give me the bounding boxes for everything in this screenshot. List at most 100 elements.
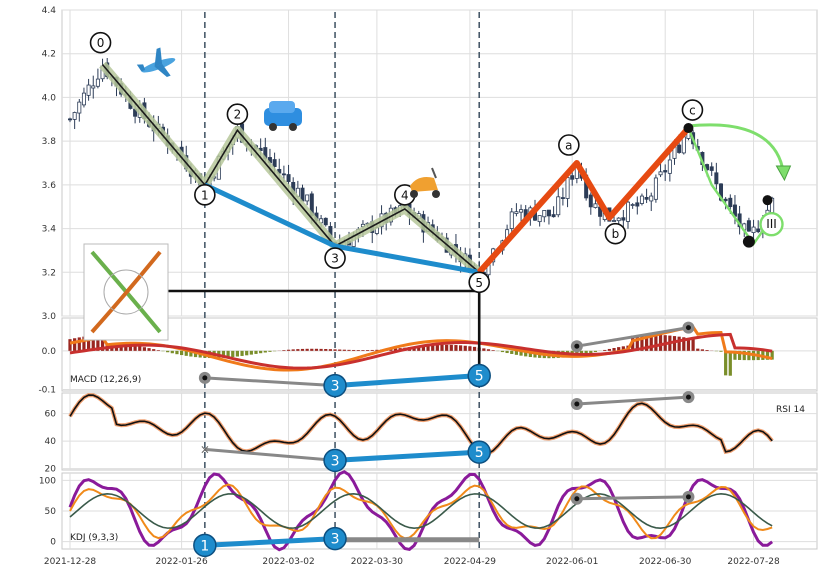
divergence-dot-core	[202, 375, 208, 381]
macd-histogram-bar	[514, 350, 518, 355]
car-roof	[269, 101, 295, 113]
kdj-tick-label: 100	[39, 476, 56, 486]
future-arrow-curve	[688, 123, 785, 174]
wave-label-circle	[226, 103, 249, 126]
wave-label-text: 5	[475, 276, 483, 290]
macd-histogram-bar	[96, 334, 100, 351]
scooter-wheel	[410, 190, 418, 198]
candle-body	[649, 195, 654, 202]
x-tick-label: 2022-06-30	[639, 557, 692, 567]
macd-histogram-bar	[166, 350, 170, 353]
macd-histogram-bar	[747, 350, 751, 361]
macd-div-3-label: 3	[331, 379, 340, 395]
macd-histogram-bar	[607, 348, 611, 351]
macd-histogram-bar	[152, 349, 156, 351]
macd-histogram-bar	[603, 349, 607, 351]
candle-body	[556, 196, 561, 216]
candle-body	[560, 197, 565, 199]
candle-body	[551, 214, 556, 218]
pivot-dot	[742, 235, 755, 248]
candle-body	[565, 177, 570, 199]
macd-histogram-bar	[138, 346, 142, 351]
x-tick-label: 2022-03-30	[351, 557, 404, 567]
macd-histogram-bar	[91, 335, 95, 351]
macd-histogram-bar	[142, 347, 146, 351]
wave-label-text: c	[689, 104, 696, 118]
macd-histogram-bar	[579, 350, 584, 355]
divergence-dot-core	[574, 343, 580, 349]
macd-histogram-bar	[68, 339, 72, 351]
wave-label-text: 0	[97, 36, 105, 50]
macd-histogram-bar	[738, 350, 742, 360]
rsi-legend-label: RSI 14	[776, 405, 805, 415]
macd-histogram-bar	[77, 337, 81, 351]
macd-signal-line	[69, 332, 773, 370]
macd-tick-label: -0.1	[38, 385, 56, 395]
x-tick-label: 2022-01-26	[155, 557, 208, 567]
macd-histogram-bar	[310, 348, 314, 351]
macd-histogram-bar	[245, 350, 249, 356]
candle-body	[542, 210, 547, 218]
macd-histogram-bar	[696, 348, 700, 351]
wave-label-circle	[468, 271, 491, 294]
macd-histogram-bar	[454, 345, 458, 351]
macd-histogram-bar	[366, 350, 370, 351]
rsi-div-5-label: 5	[475, 445, 484, 461]
car-wheel	[269, 123, 277, 131]
x-tick-label: 2022-03-02	[262, 557, 314, 567]
divergence-dot-core	[574, 496, 580, 502]
macd-histogram-bar	[682, 337, 686, 351]
macd-histogram-bar	[435, 344, 439, 351]
macd-histogram-bar	[221, 350, 226, 358]
wave-label-text: 2	[234, 108, 242, 122]
divergence-dot-core	[685, 325, 691, 331]
candle-body	[323, 217, 328, 226]
macd-histogram-bar	[175, 350, 179, 355]
impulse-wave-line	[101, 64, 480, 273]
price-tick-label: 3.6	[42, 181, 57, 191]
macd-histogram-bar	[658, 334, 663, 351]
wave-label-text: a	[565, 139, 572, 153]
rsi-grey-divergence-2	[576, 395, 689, 406]
macd-histogram-bar	[82, 336, 86, 351]
candle-body	[519, 209, 524, 213]
macd-histogram-bar	[184, 350, 188, 356]
candle-body	[719, 183, 724, 201]
x-tick-label: 2022-06-01	[546, 557, 598, 567]
candle-body	[626, 201, 631, 222]
x-tick-label: 2022-07-28	[727, 557, 780, 567]
wave-label-text: b	[612, 227, 620, 241]
candle-body	[621, 217, 626, 221]
macd-legend-label: MACD (12,26,9)	[70, 375, 141, 385]
candle-body	[612, 220, 617, 222]
airplane-wing	[154, 63, 171, 78]
macd-histogram-bar	[654, 334, 658, 351]
wave-iii-marker	[759, 211, 784, 237]
candle-body	[570, 175, 575, 180]
car-icon	[264, 101, 302, 131]
macd-histogram-bar	[305, 348, 309, 351]
rsi-tick-label: 20	[45, 465, 57, 475]
kdj-legend-label: KDJ (9,3,3)	[70, 533, 118, 543]
macd-histogram-bar	[733, 350, 737, 360]
panel-frame-rsi	[61, 392, 818, 471]
kdj-div-1-label: 1	[200, 538, 209, 554]
price-tick-label: 3.0	[42, 312, 57, 322]
macd-histogram-bar	[124, 344, 128, 351]
macd-histogram-bar	[254, 350, 258, 354]
macd-histogram-bar	[672, 336, 677, 351]
fibonacci-circle	[103, 269, 149, 315]
wave-label-circle	[681, 99, 704, 121]
macd-histogram-bar	[635, 335, 639, 351]
fibonacci-orange-wave	[90, 250, 162, 334]
macd-histogram-bar	[324, 349, 328, 351]
macd-histogram-bar	[147, 348, 151, 351]
macd-histogram-bar	[314, 348, 319, 351]
macd-histogram-bar	[286, 349, 291, 351]
macd-histogram-bar	[249, 350, 253, 355]
macd-histogram-bar	[296, 349, 300, 351]
macd-histogram-bar	[445, 344, 449, 351]
macd-histogram-bar	[686, 337, 691, 351]
car-wheel	[289, 123, 297, 131]
